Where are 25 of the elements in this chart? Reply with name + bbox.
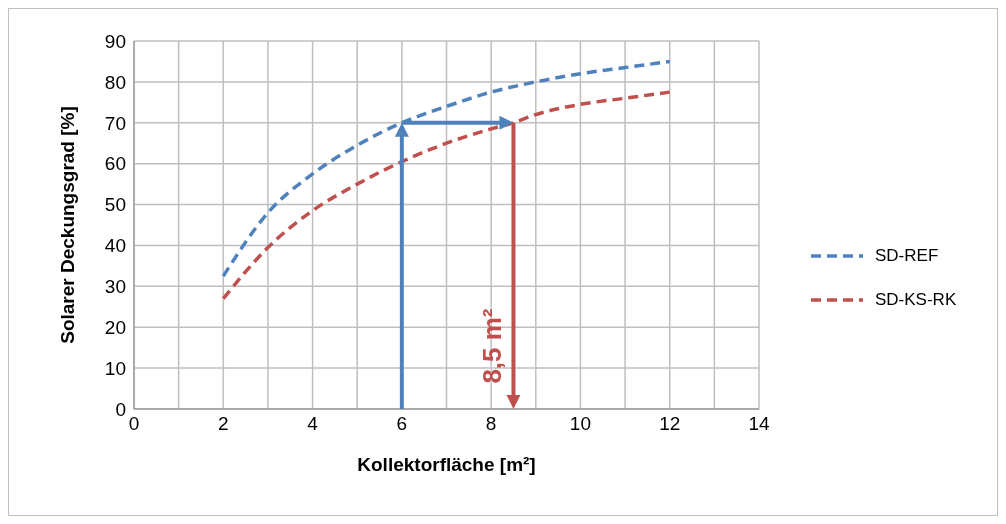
x-tick-label: 0 bbox=[128, 413, 140, 435]
y-axis-title: Solarer Deckungsgrad [%] bbox=[56, 106, 78, 344]
x-tick-label: 12 bbox=[659, 413, 681, 435]
line-series bbox=[221, 59, 672, 278]
y-tick-label: 80 bbox=[104, 71, 126, 93]
x-tick-label: 6 bbox=[396, 413, 408, 435]
y-tick-label: 50 bbox=[104, 194, 126, 216]
y-tick-label: 60 bbox=[104, 153, 126, 175]
legend-label: SD-REF bbox=[875, 246, 939, 266]
y-tick-label: 90 bbox=[104, 30, 126, 52]
x-axis-title: Kollektorfläche [m²] bbox=[357, 454, 536, 475]
y-tick-label: 0 bbox=[115, 398, 126, 420]
y-tick-label: 40 bbox=[104, 235, 126, 257]
x-tick-label: 4 bbox=[307, 413, 319, 435]
x-tick-label: 2 bbox=[218, 413, 229, 435]
x-tick-label: 8 bbox=[485, 413, 497, 435]
legend-label: SD-KS-RK bbox=[875, 290, 957, 310]
y-tick-label: 30 bbox=[104, 276, 126, 298]
x-tick-label: 14 bbox=[748, 413, 770, 435]
y-tick-label: 10 bbox=[104, 357, 126, 379]
line-series bbox=[221, 90, 672, 301]
y-tick-label: 70 bbox=[104, 112, 126, 134]
annotation: 8,5 m² bbox=[477, 308, 508, 384]
x-tick-label: 10 bbox=[569, 413, 591, 435]
y-tick-label: 20 bbox=[104, 316, 126, 338]
